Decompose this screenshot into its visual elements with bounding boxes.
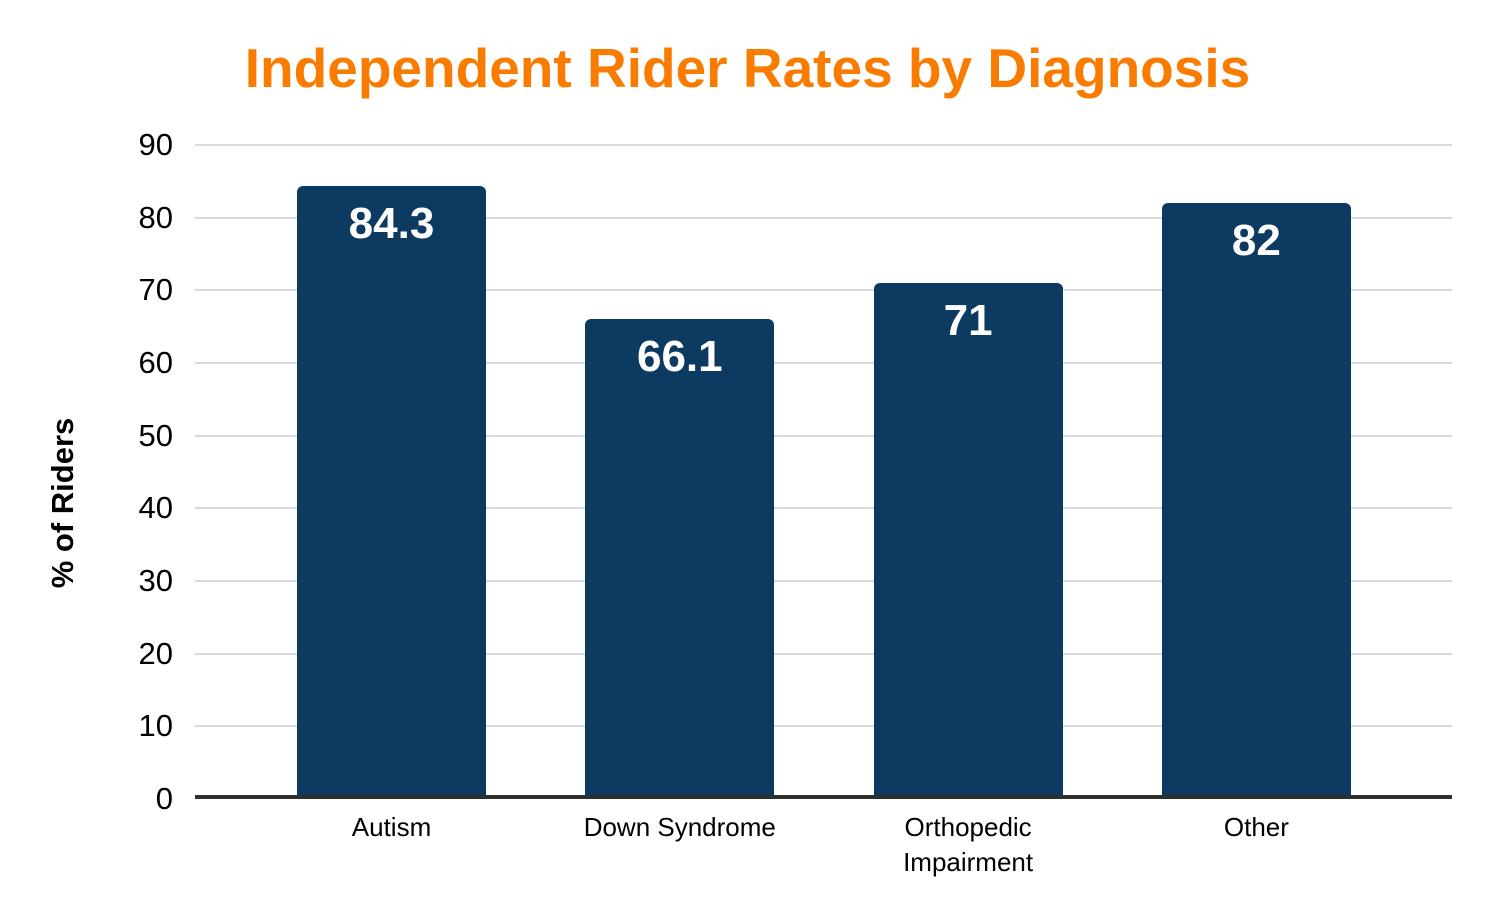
x-category-label: Other: [1223, 812, 1289, 842]
bar-down-syndrome: [585, 318, 775, 799]
bar-value-label: 66.1: [636, 331, 723, 381]
y-tick-label: 10: [138, 708, 173, 744]
bar-value-label: 82: [1231, 216, 1281, 266]
gridline: [195, 216, 1452, 219]
y-tick-label: 40: [138, 490, 173, 526]
gridline: [195, 507, 1452, 510]
gridline: [195, 725, 1452, 728]
gridline: [195, 434, 1452, 437]
chart-title: Independent Rider Rates by Diagnosis: [244, 37, 1251, 99]
x-category-label: Autism: [351, 812, 432, 842]
bar-orthopedic-impairment: [873, 283, 1063, 799]
y-tick-label: 0: [155, 781, 173, 816]
gridline: [195, 652, 1452, 655]
bar-other: [1161, 203, 1351, 799]
x-axis-line: [195, 795, 1452, 799]
y-tick-label: 60: [138, 345, 173, 380]
bar-value-label: 84.3: [348, 199, 435, 249]
y-tick-label: 20: [138, 635, 173, 671]
x-category-label: Orthopedic Impairment: [903, 812, 1034, 877]
y-tick-label: 50: [138, 417, 173, 453]
gridline: [195, 580, 1452, 582]
gridline: [195, 289, 1452, 292]
y-tick-label: 70: [138, 272, 173, 308]
plot-area: 84.3 66.1 71 82: [195, 144, 1452, 799]
gridline: [195, 144, 1452, 146]
x-category-label: Down Syndrome: [583, 812, 776, 842]
bar-value-label: 71: [943, 296, 993, 346]
y-tick-label: 80: [138, 199, 173, 235]
y-tick-label: 30: [138, 563, 173, 598]
bar-autism: [297, 186, 486, 799]
y-tick-label: 90: [138, 127, 173, 162]
gridline: [195, 362, 1452, 364]
